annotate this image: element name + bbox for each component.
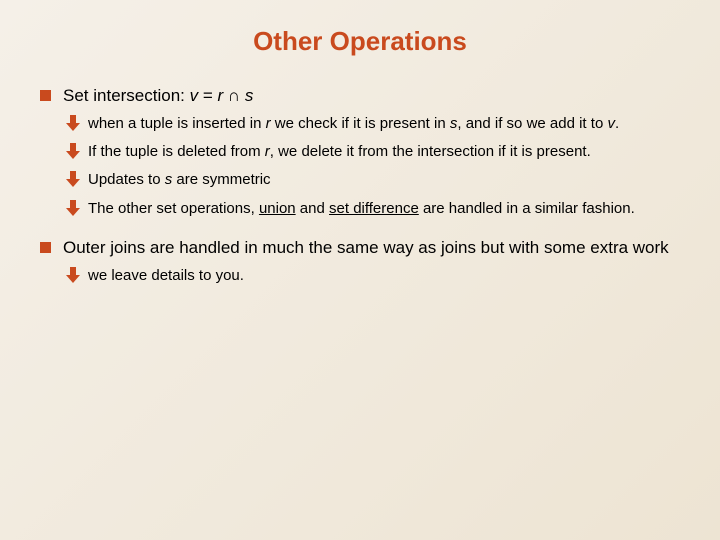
sub-item-2-1: we leave details to you. <box>66 266 680 286</box>
sub-text: The other set operations, union and set … <box>88 199 635 219</box>
sub-item-1-3: Updates to s are symmetric <box>66 170 680 190</box>
arrow-down-icon <box>66 267 80 283</box>
slide-title: Other Operations <box>40 26 680 57</box>
sub-text: when a tuple is inserted in r we check i… <box>88 114 619 134</box>
sub-item-1-4: The other set operations, union and set … <box>66 199 680 219</box>
text-fragment: Outer joins are handled in much the same… <box>63 238 669 257</box>
text-fragment: The other set operations, <box>88 200 259 217</box>
bullet-text: Set intersection: v = r ∩ s <box>63 85 253 108</box>
underline-union: union <box>259 200 296 217</box>
text-fragment: Updates to <box>88 171 165 188</box>
text-fragment: , we delete it from the intersection if … <box>270 143 591 160</box>
var-s: s <box>245 86 254 105</box>
bullet-text: Outer joins are handled in much the same… <box>63 237 669 260</box>
arrow-down-icon <box>66 115 80 131</box>
text-fragment: . <box>615 115 619 132</box>
sub-text: Updates to s are symmetric <box>88 170 271 190</box>
var-v: v <box>607 115 615 132</box>
sub-text: If the tuple is deleted from r, we delet… <box>88 142 591 162</box>
square-bullet-icon <box>40 242 51 253</box>
arrow-down-icon <box>66 200 80 216</box>
sub-item-1-1: when a tuple is inserted in r we check i… <box>66 114 680 134</box>
intersection-symbol: ∩ <box>223 86 245 105</box>
underline-setdiff: set difference <box>329 200 419 217</box>
text-fragment: Set intersection: <box>63 86 190 105</box>
bullet-item-1: Set intersection: v = r ∩ s <box>40 85 680 108</box>
arrow-down-icon <box>66 171 80 187</box>
var-v: v <box>190 86 199 105</box>
bullet-item-2: Outer joins are handled in much the same… <box>40 237 680 260</box>
text-fragment: are handled in a similar fashion. <box>419 200 635 217</box>
text-fragment: we check if it is present in <box>271 115 450 132</box>
sub-item-1-2: If the tuple is deleted from r, we delet… <box>66 142 680 162</box>
text-fragment: and <box>296 200 329 217</box>
text-fragment: If the tuple is deleted from <box>88 143 265 160</box>
text-fragment: when a tuple is inserted in <box>88 115 266 132</box>
slide-container: Other Operations Set intersection: v = r… <box>0 0 720 314</box>
sub-text: we leave details to you. <box>88 266 244 286</box>
text-fragment: , and if so we add it to <box>457 115 607 132</box>
text-fragment: are symmetric <box>172 171 270 188</box>
text-fragment: = <box>198 86 217 105</box>
arrow-down-icon <box>66 143 80 159</box>
text-fragment: we leave details to you. <box>88 267 244 284</box>
square-bullet-icon <box>40 90 51 101</box>
